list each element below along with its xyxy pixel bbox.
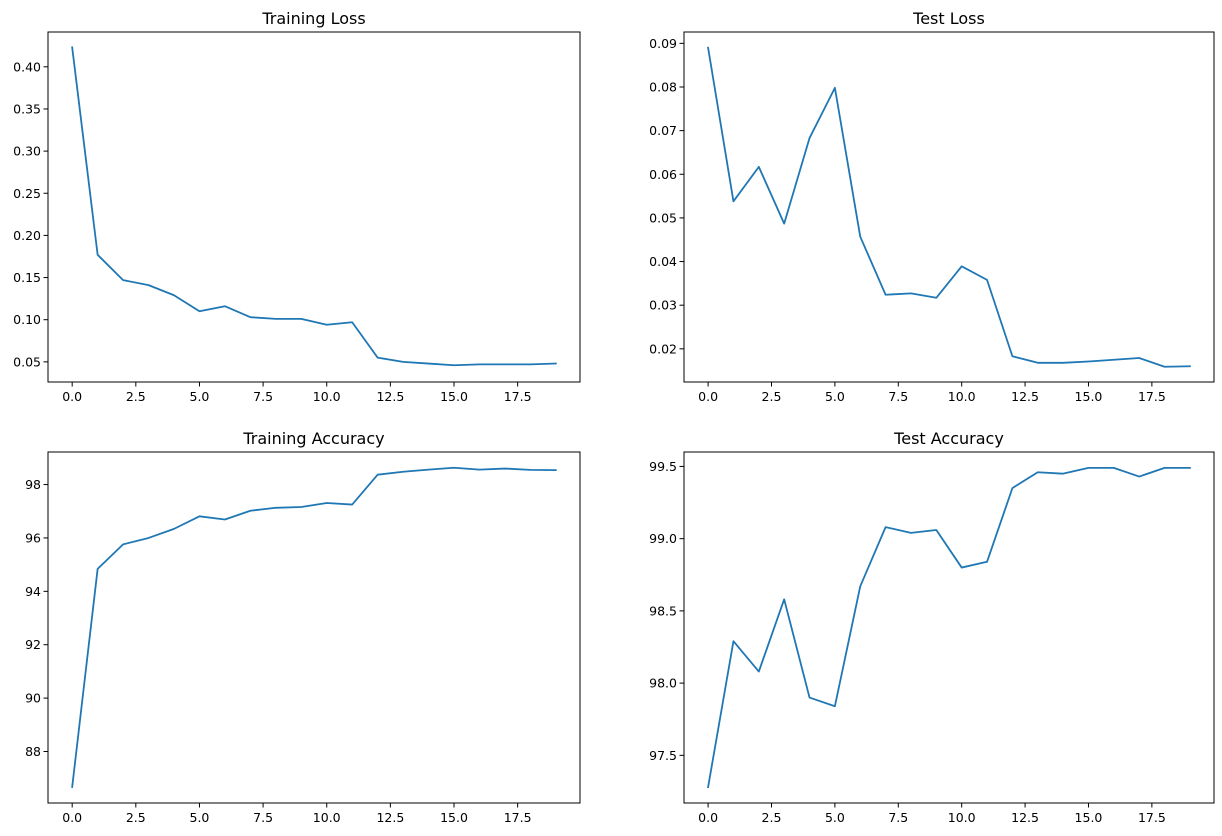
test-accuracy-y-tick-label: 99.5 bbox=[649, 459, 677, 474]
training-accuracy-x-tick-label: 0.0 bbox=[62, 810, 82, 825]
test-loss-y-tick-label: 0.05 bbox=[649, 210, 677, 225]
training-accuracy-x-tick-label: 10.0 bbox=[313, 810, 341, 825]
test-loss-y-tick-label: 0.04 bbox=[649, 254, 677, 269]
training-accuracy-x-tick-label: 5.0 bbox=[190, 810, 210, 825]
test-accuracy-x-tick-label: 15.0 bbox=[1075, 810, 1103, 825]
training-loss-y-tick-label: 0.30 bbox=[13, 144, 41, 159]
training-loss-x-tick-label: 12.5 bbox=[376, 389, 404, 404]
test-loss-x-tick-label: 17.5 bbox=[1138, 389, 1166, 404]
test-loss-y-tick-label: 0.06 bbox=[649, 167, 677, 182]
training-loss-y-tick-label: 0.35 bbox=[13, 101, 41, 116]
test-accuracy-y-tick-label: 98.0 bbox=[649, 676, 677, 691]
test-accuracy-series-line bbox=[707, 466, 1191, 789]
test-loss-axes-frame bbox=[683, 31, 1215, 383]
training-accuracy-y-tick-label: 96 bbox=[25, 530, 41, 545]
training-accuracy-y-tick-label: 90 bbox=[25, 691, 41, 706]
training-loss-title: Training Loss bbox=[261, 9, 365, 28]
test-accuracy-y-tick-label: 98.5 bbox=[649, 603, 677, 618]
training-loss-y-tick-label: 0.15 bbox=[13, 270, 41, 285]
training-accuracy-x-tick-label: 17.5 bbox=[504, 810, 532, 825]
test-loss-x-tick-label: 10.0 bbox=[948, 389, 976, 404]
training-loss-x-tick-label: 15.0 bbox=[440, 389, 468, 404]
test-loss-y-tick-label: 0.03 bbox=[649, 298, 677, 313]
test-accuracy-panel: Test Accuracy 0.0 2.5 5.0 7.5 10.0 12.5 15.0 17.… bbox=[649, 429, 1215, 825]
test-accuracy-x-tick-label: 5.0 bbox=[825, 810, 845, 825]
training-accuracy-y-tick-label: 98 bbox=[25, 477, 41, 492]
test-accuracy-x-tick-label: 7.5 bbox=[888, 810, 908, 825]
training-loss-y-tick-label: 0.05 bbox=[13, 354, 41, 369]
training-loss-y-tick-label: 0.20 bbox=[13, 228, 41, 243]
training-accuracy-x-tick-label: 15.0 bbox=[440, 810, 468, 825]
test-loss-series-line bbox=[707, 46, 1191, 368]
training-loss-y-tick-label: 0.25 bbox=[13, 186, 41, 201]
test-accuracy-y-tick-label: 97.5 bbox=[649, 748, 677, 763]
training-loss-x-tick-label: 7.5 bbox=[253, 389, 273, 404]
test-accuracy-title: Test Accuracy bbox=[893, 429, 1004, 448]
training-loss-x-tick-label: 17.5 bbox=[504, 389, 532, 404]
training-loss-x-tick-label: 2.5 bbox=[126, 389, 146, 404]
training-loss-y-tick-label: 0.10 bbox=[13, 312, 41, 327]
training-accuracy-panel: Training Accuracy 0.0 2.5 5.0 7.5 10.0 12.5 15.… bbox=[25, 429, 581, 825]
training-loss-x-tick-label: 5.0 bbox=[190, 389, 210, 404]
test-accuracy-x-tick-label: 17.5 bbox=[1138, 810, 1166, 825]
training-loss-axes-frame bbox=[47, 31, 581, 383]
test-accuracy-axes-frame bbox=[683, 451, 1215, 804]
training-loss-panel: Training Loss 0.0 2.5 5.0 7.5 10.0 12.5 15.0 17.… bbox=[13, 9, 581, 404]
test-accuracy-x-tick-label: 0.0 bbox=[698, 810, 718, 825]
training-accuracy-x-tick-label: 2.5 bbox=[126, 810, 146, 825]
training-accuracy-x-tick-label: 12.5 bbox=[376, 810, 404, 825]
training-loss-y-tick-label: 0.40 bbox=[13, 59, 41, 74]
training-accuracy-series-line bbox=[71, 466, 557, 788]
test-loss-y-tick-label: 0.07 bbox=[649, 123, 677, 138]
test-loss-panel: Test Loss 0.0 2.5 5.0 7.5 10.0 12.5 15.0 17.5 0.0… bbox=[649, 9, 1215, 404]
test-loss-x-tick-label: 7.5 bbox=[888, 389, 908, 404]
test-loss-y-tick-label: 0.08 bbox=[649, 79, 677, 94]
test-accuracy-x-tick-label: 12.5 bbox=[1011, 810, 1039, 825]
test-loss-x-tick-label: 12.5 bbox=[1011, 389, 1039, 404]
test-loss-y-tick-label: 0.09 bbox=[649, 36, 677, 51]
test-accuracy-x-tick-label: 2.5 bbox=[762, 810, 782, 825]
training-loss-series-line bbox=[71, 46, 557, 367]
test-accuracy-y-tick-label: 99.0 bbox=[649, 531, 677, 546]
training-accuracy-axes-frame bbox=[47, 451, 581, 804]
training-accuracy-title: Training Accuracy bbox=[242, 429, 384, 448]
test-accuracy-x-tick-label: 10.0 bbox=[948, 810, 976, 825]
training-accuracy-y-tick-label: 88 bbox=[25, 744, 41, 759]
test-loss-y-tick-label: 0.02 bbox=[649, 341, 677, 356]
training-loss-x-tick-label: 0.0 bbox=[62, 389, 82, 404]
test-loss-x-tick-label: 15.0 bbox=[1075, 389, 1103, 404]
training-accuracy-y-tick-label: 94 bbox=[25, 584, 41, 599]
training-accuracy-x-tick-label: 7.5 bbox=[253, 810, 273, 825]
test-loss-title: Test Loss bbox=[912, 9, 985, 28]
test-loss-x-tick-label: 0.0 bbox=[698, 389, 718, 404]
test-loss-x-tick-label: 2.5 bbox=[762, 389, 782, 404]
training-accuracy-y-tick-label: 92 bbox=[25, 637, 41, 652]
test-loss-x-tick-label: 5.0 bbox=[825, 389, 845, 404]
training-loss-x-tick-label: 10.0 bbox=[313, 389, 341, 404]
